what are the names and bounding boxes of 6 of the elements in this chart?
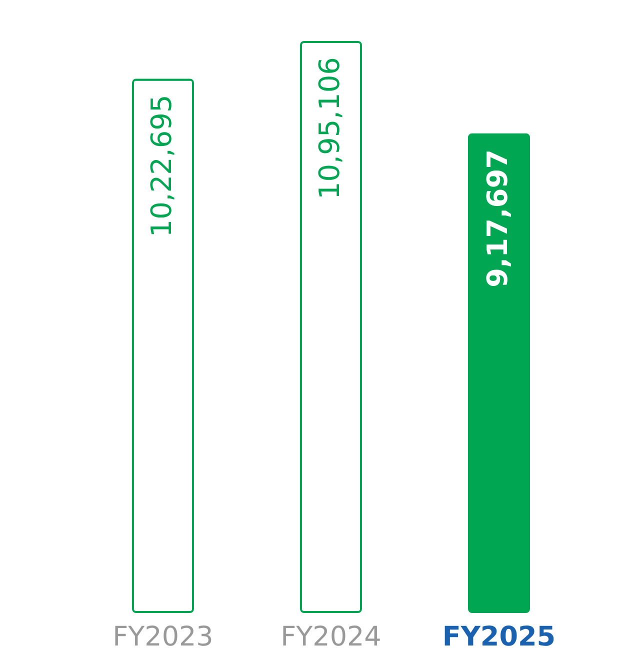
x-tick-label: FY2024 (280, 622, 382, 652)
x-tick-label: FY2025 (442, 622, 556, 652)
data-label: 10,22,695 (145, 94, 178, 238)
data-label: 10,95,106 (313, 57, 346, 200)
x-tick-label: FY2023 (112, 622, 214, 652)
data-label: 9,17,697 (481, 149, 514, 288)
